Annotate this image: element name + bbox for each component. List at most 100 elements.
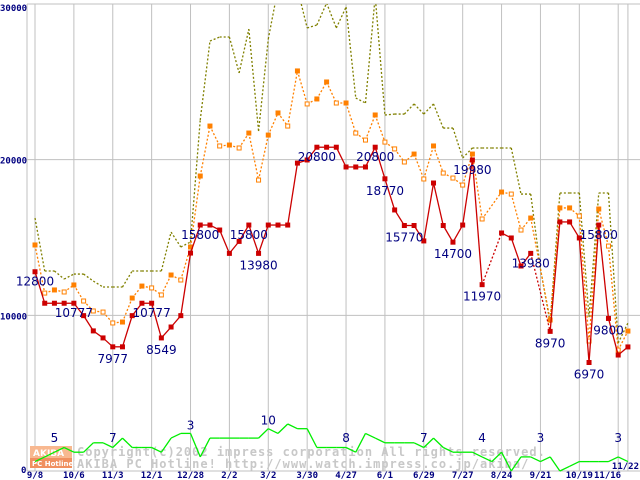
min-segment	[607, 318, 619, 356]
min-point	[479, 282, 485, 288]
watermark: AKIBA PC Hotline! Copyright(c)2002 impre…	[30, 445, 545, 471]
min-segment	[287, 162, 299, 226]
min-point	[256, 250, 262, 256]
min-point	[294, 160, 300, 166]
shops-segment	[540, 456, 551, 463]
min-segment	[384, 178, 396, 211]
min-price-label: 15800	[230, 228, 268, 242]
average-point	[226, 142, 232, 148]
min-segment	[83, 315, 94, 332]
shop-count-label: 8	[342, 431, 350, 445]
min-point	[547, 328, 553, 334]
min-point	[324, 144, 330, 150]
min-segment	[510, 237, 522, 267]
min-point	[110, 344, 116, 350]
min-point	[217, 227, 223, 233]
min-point	[392, 207, 398, 213]
average-point	[100, 309, 106, 315]
average-segment	[617, 330, 629, 351]
max-segment	[209, 36, 220, 42]
x-tick-label: 11/3	[102, 471, 124, 480]
shops-segment	[189, 433, 201, 458]
min-segment	[257, 224, 269, 254]
average-point	[246, 130, 252, 136]
min-price-label: 12800	[16, 275, 54, 289]
average-point	[256, 177, 262, 183]
shops-segment	[617, 456, 629, 463]
shop-count-label: 10	[261, 414, 276, 428]
average-point	[32, 242, 38, 248]
min-point	[285, 222, 291, 228]
average-segment	[413, 153, 425, 180]
shops-segment	[472, 451, 483, 458]
min-point	[343, 164, 349, 170]
average-segment	[209, 125, 221, 147]
min-segment	[569, 221, 580, 239]
min-segment	[34, 271, 46, 304]
max-segment	[530, 193, 542, 269]
shops-segment	[549, 456, 561, 472]
min-price-label: 15770	[385, 231, 423, 245]
min-price-label: 20800	[298, 150, 336, 164]
min-price-label: 6970	[574, 368, 605, 382]
min-segment	[180, 252, 192, 316]
average-point	[42, 290, 48, 296]
average-point	[372, 112, 378, 118]
min-point	[440, 223, 446, 229]
shops-segment	[491, 451, 503, 463]
x-tick-label: 3/2	[260, 471, 276, 480]
average-segment	[287, 70, 299, 127]
min-point	[528, 250, 534, 256]
min-point	[51, 300, 57, 306]
min-point	[207, 222, 213, 228]
min-segment	[598, 224, 610, 319]
x-tick-label: 6/29	[413, 471, 435, 480]
min-point	[81, 313, 87, 319]
average-segment	[160, 274, 172, 296]
average-point	[615, 347, 621, 353]
average-segment	[345, 102, 357, 134]
shops-segment	[277, 423, 289, 434]
shops-segment	[287, 423, 298, 430]
average-point	[275, 110, 281, 116]
average-point	[518, 227, 524, 233]
min-point	[226, 250, 232, 256]
min-segment	[549, 221, 561, 332]
min-point	[596, 222, 602, 228]
max-segment	[510, 147, 522, 195]
x-tick-label: 10/19	[566, 471, 593, 480]
x-tick-label: 10/6	[63, 471, 85, 480]
grid	[26, 3, 640, 472]
shops-segment	[258, 428, 269, 439]
min-point	[499, 230, 505, 236]
min-price-label: 14700	[434, 247, 472, 261]
average-segment	[549, 207, 561, 321]
min-segment	[481, 232, 503, 285]
min-point	[61, 300, 67, 306]
max-segment	[403, 103, 415, 115]
average-segment	[326, 81, 337, 104]
min-segment	[471, 159, 483, 285]
shop-count-label: 3	[614, 431, 622, 445]
shops-segment	[500, 451, 512, 472]
y-tick-label: 0	[21, 466, 26, 476]
average-point	[547, 317, 553, 323]
min-segment	[432, 182, 444, 226]
min-point	[460, 222, 466, 228]
average-segment	[267, 112, 279, 136]
average-point	[499, 189, 505, 195]
min-segment	[452, 224, 464, 243]
max-segment	[63, 273, 75, 280]
average-point	[81, 298, 87, 304]
x-tick-label: 2/2	[221, 471, 237, 480]
average-point	[576, 213, 582, 219]
min-segment	[364, 146, 376, 168]
max-segment	[228, 36, 240, 74]
min-price-label: 19980	[453, 163, 491, 177]
min-point	[188, 250, 194, 256]
y-tick-label: 30000	[0, 4, 27, 14]
shops-segment	[510, 456, 522, 472]
average-point	[236, 145, 242, 151]
average-point	[596, 206, 602, 212]
min-segment	[442, 225, 454, 243]
